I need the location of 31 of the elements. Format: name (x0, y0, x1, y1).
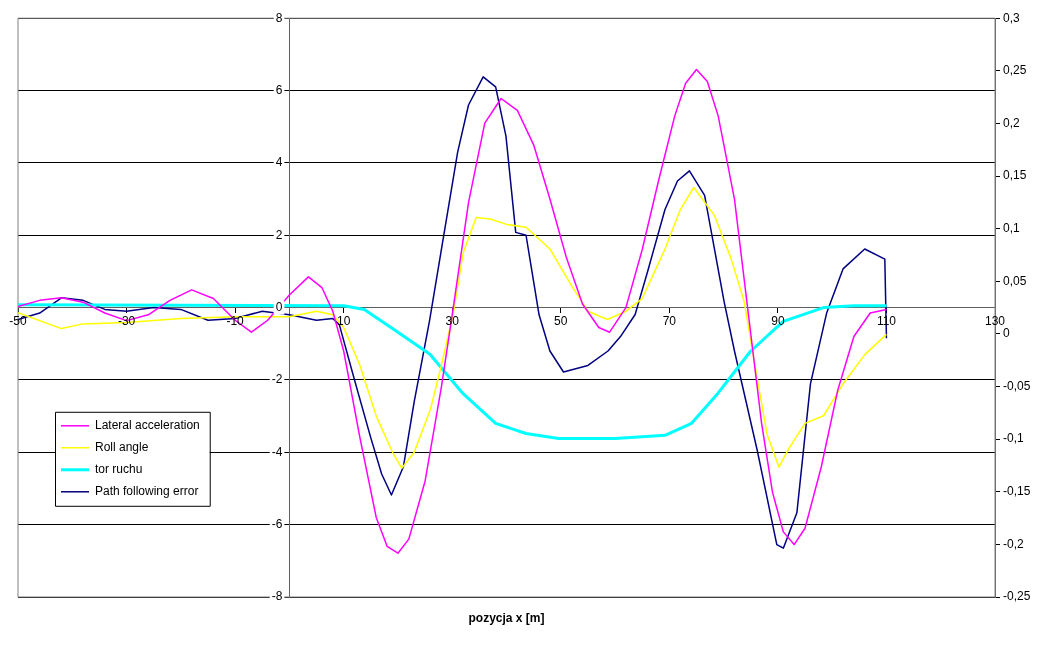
legend-label: Roll angle (95, 440, 149, 455)
x-tick-label: 70 (662, 313, 677, 328)
y2-tick-label: -0,25 (1003, 589, 1031, 604)
y-tick-label: 4 (275, 155, 283, 170)
x-tick-label: 90 (771, 313, 785, 328)
y2-tick-label: 0,25 (1003, 63, 1027, 78)
x-tick-label: -50 (9, 313, 27, 328)
legend-label: tor ruchu (95, 462, 143, 477)
y-tick-label: 8 (275, 10, 283, 25)
y-tick-label: -8 (271, 589, 283, 604)
y-tick-label: -4 (271, 444, 283, 459)
y2-tick-label: -0,15 (1003, 484, 1031, 499)
y2-tick-label: -0,05 (1003, 378, 1031, 393)
y-tick-label: 6 (275, 82, 283, 97)
y-tick-label: 0 (275, 299, 283, 314)
x-axis-title: pozycja x [m] (468, 611, 545, 626)
y2-tick-label: 0,3 (1003, 10, 1021, 25)
y-tick-label: -2 (271, 372, 283, 387)
y2-tick-label: 0,1 (1003, 220, 1021, 235)
y-tick-label: 2 (275, 227, 283, 242)
y2-tick-label: 0,2 (1003, 115, 1021, 130)
y2-tick-label: 0,05 (1003, 273, 1027, 288)
legend-label: Path following error (95, 484, 199, 499)
x-tick-label: 10 (336, 313, 351, 328)
y2-tick-label: 0 (1003, 326, 1010, 341)
y-tick-label: -6 (271, 516, 283, 531)
y2-tick-label: -0,1 (1003, 431, 1024, 446)
legend-label: Lateral acceleration (95, 418, 200, 433)
y2-tick-label: 0,15 (1003, 168, 1027, 183)
y2-tick-label: -0,2 (1003, 536, 1024, 551)
x-tick-label: 50 (554, 313, 568, 328)
